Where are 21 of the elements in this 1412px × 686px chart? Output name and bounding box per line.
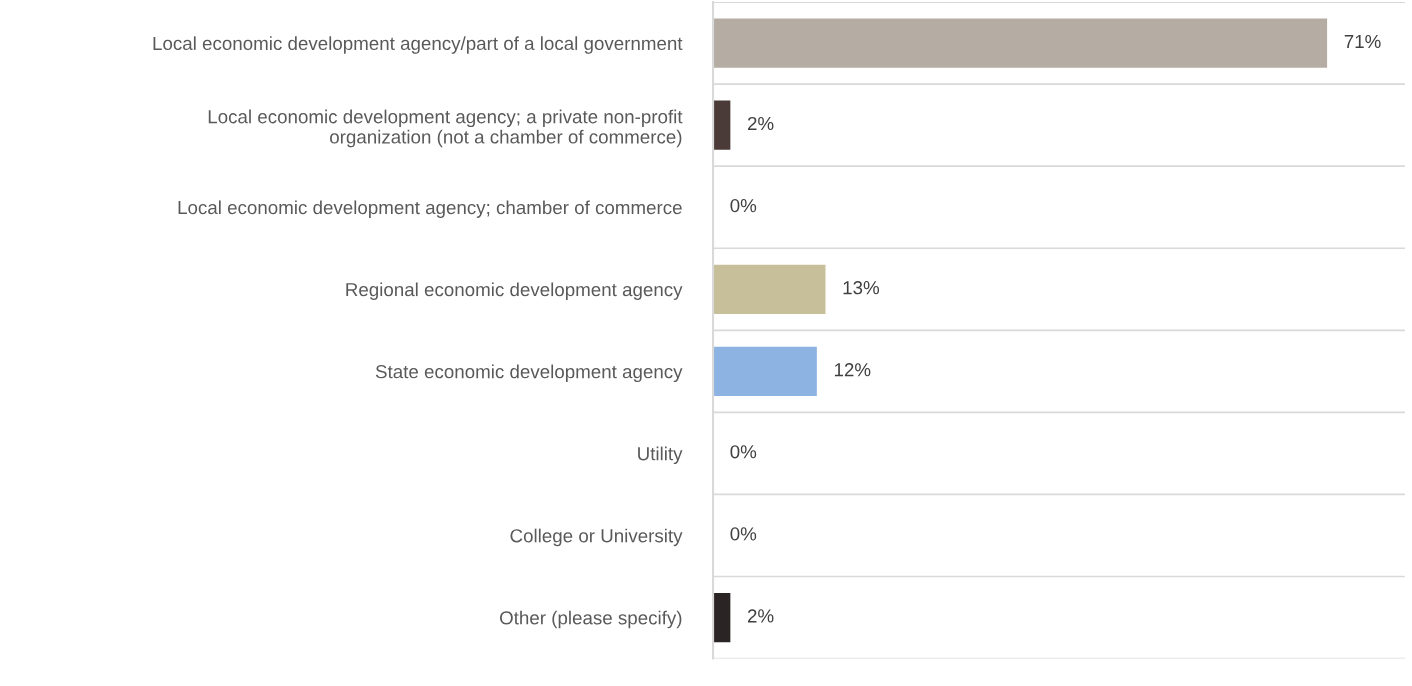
y-tick-label: Utility (638, 446, 683, 465)
y-tick-label: College or University (510, 528, 683, 547)
data-label: 2% (747, 116, 774, 131)
bar (713, 100, 731, 150)
bar (713, 346, 817, 396)
data-label: 0% (730, 527, 757, 541)
y-tick-label: State economic development agency (375, 364, 683, 383)
y-tick-label: Local economic development agency/part of a local government (153, 36, 683, 54)
y-tick-label: Local economic development agency; a private non-profit organization (not a chamber of commerce) (208, 109, 683, 148)
data-label: 0% (730, 198, 757, 213)
data-label: 2% (747, 609, 774, 623)
data-label: 12% (834, 363, 871, 377)
bar (713, 264, 826, 314)
data-label: 13% (843, 281, 880, 295)
y-tick-label: Other (please specify) (500, 610, 682, 629)
bar (713, 592, 731, 643)
y-tick-label: Regional economic development agency (346, 282, 683, 300)
bar (713, 18, 1328, 68)
data-label: 71% (1344, 34, 1381, 49)
data-label: 0% (730, 445, 757, 459)
y-tick-label: Local economic development agency; chamber of commerce (178, 200, 682, 218)
